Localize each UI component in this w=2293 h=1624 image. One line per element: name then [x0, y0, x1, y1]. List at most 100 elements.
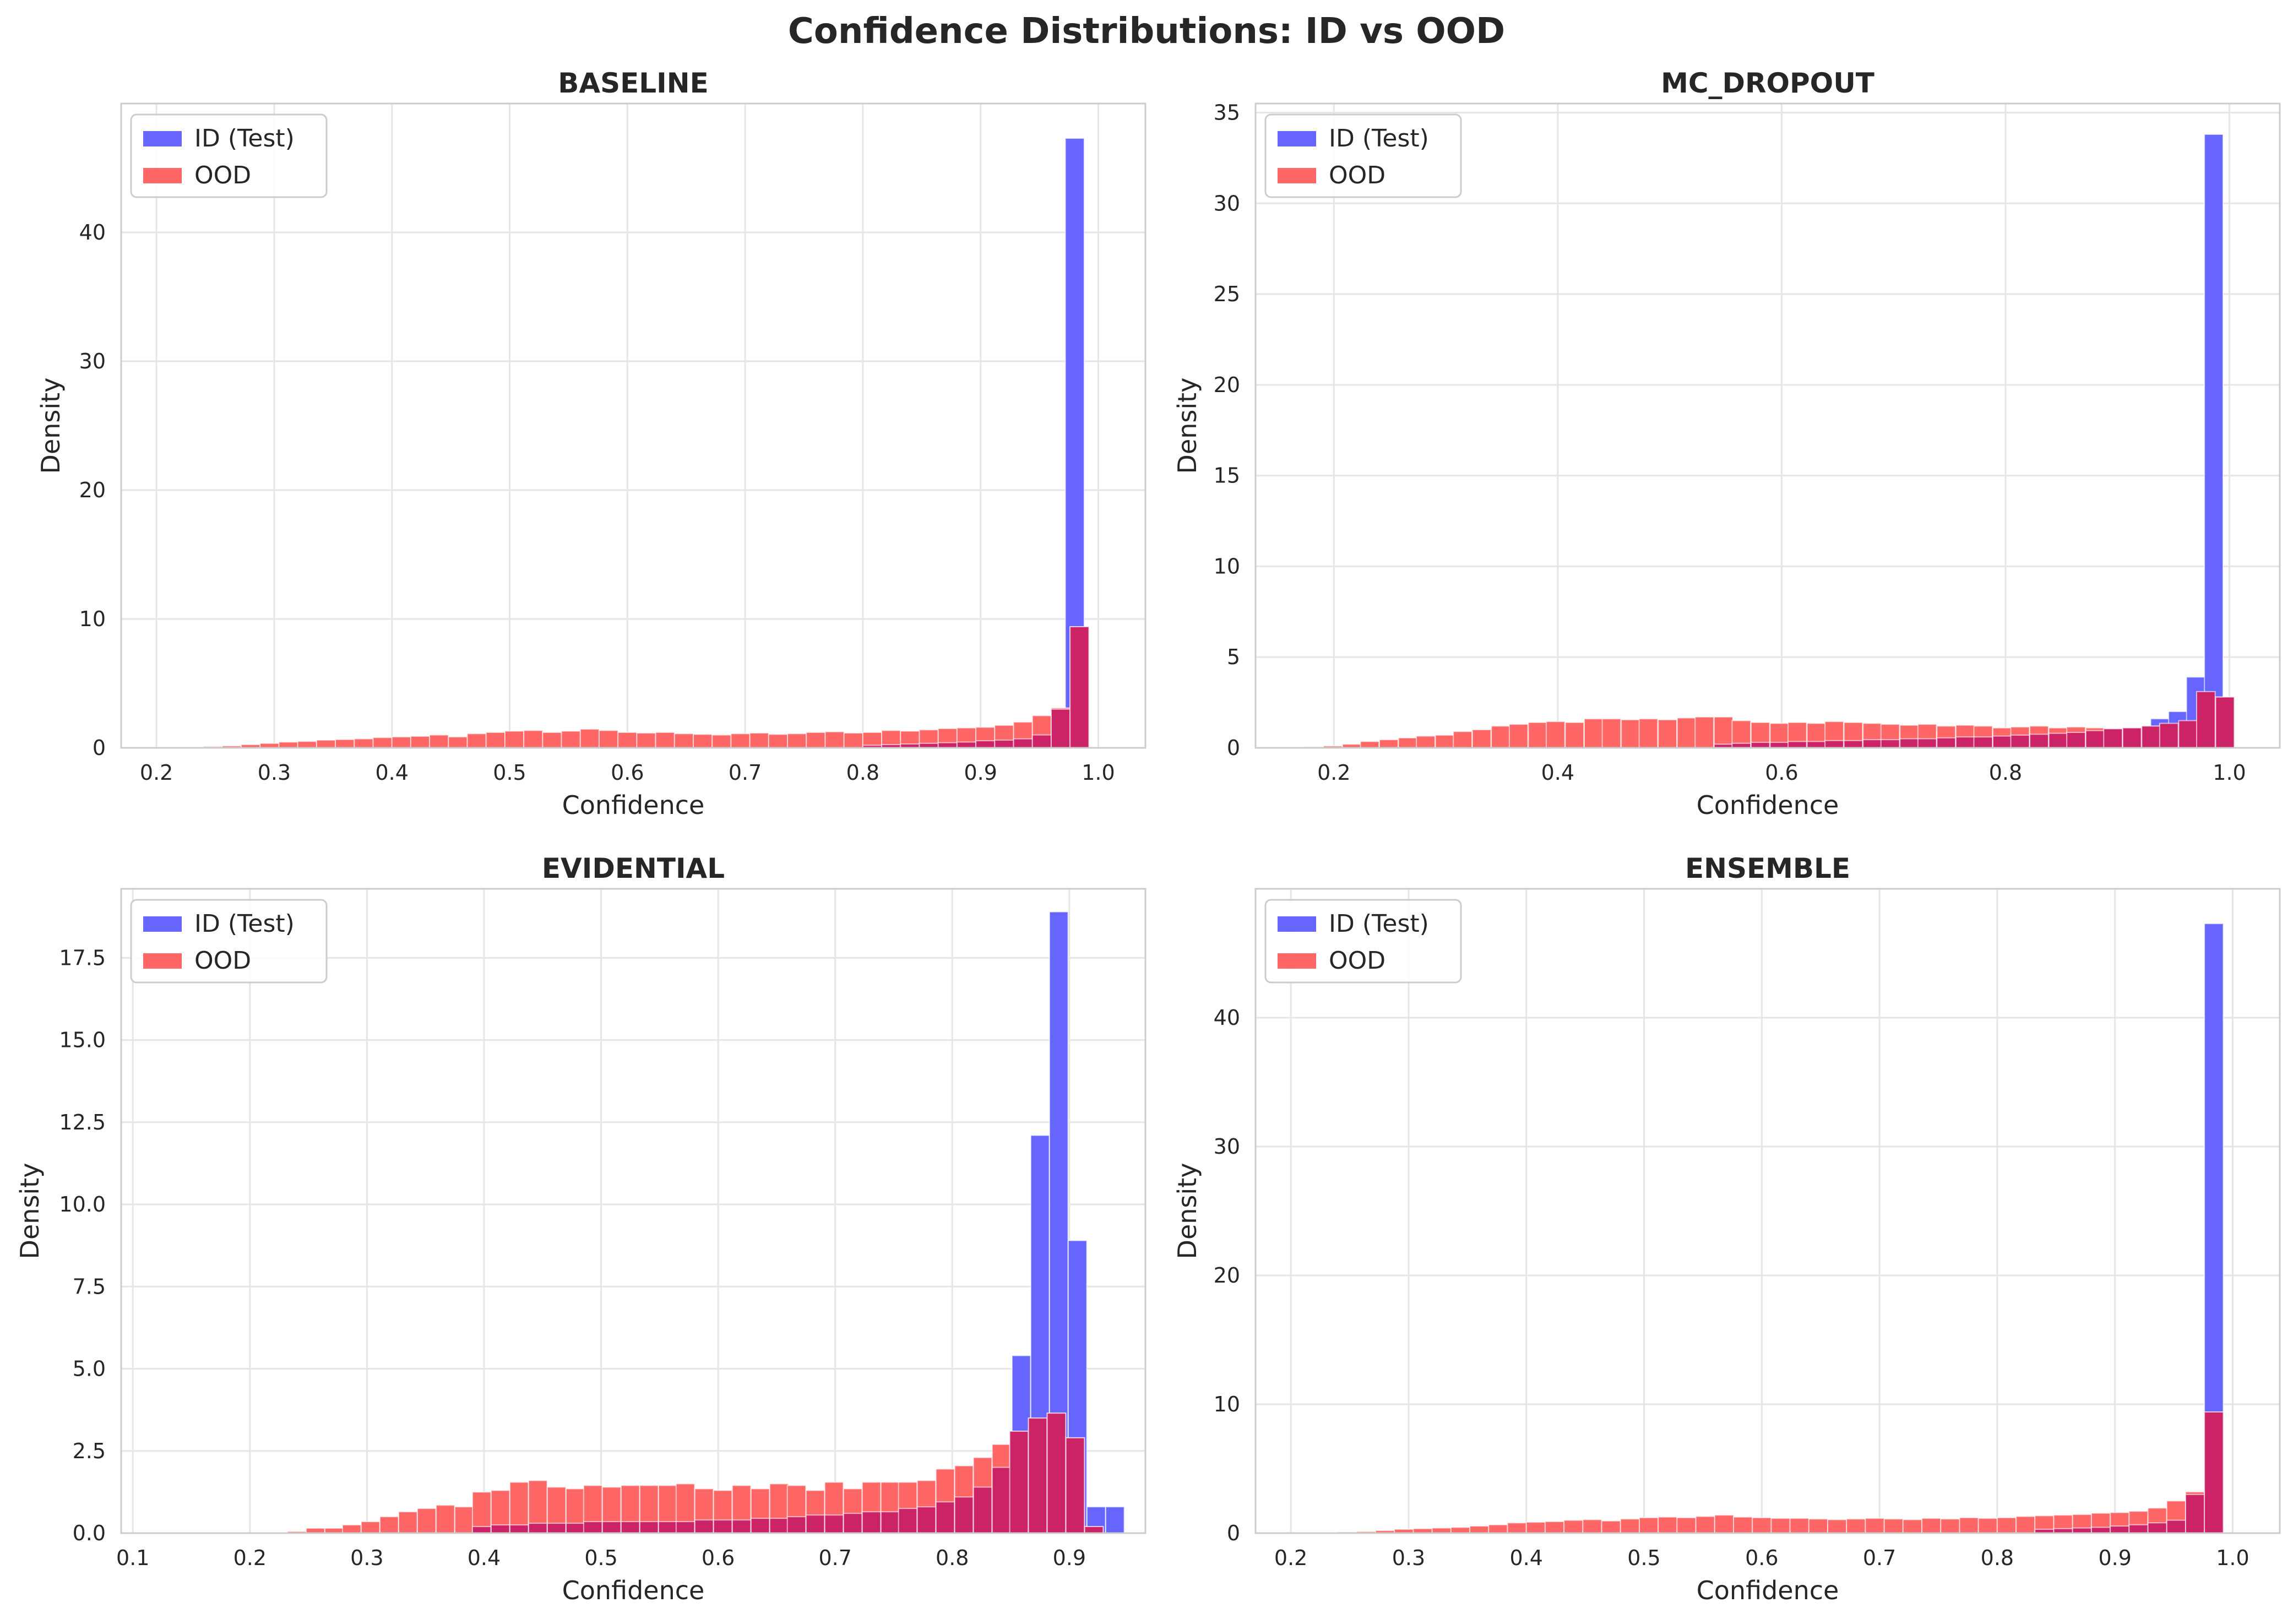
- y-tick-label: 5: [1227, 645, 1240, 669]
- overlap-bar: [528, 1523, 548, 1534]
- y-tick-label: 20: [1214, 1263, 1240, 1288]
- ood-bar: [1827, 1519, 1848, 1534]
- ood-bar: [354, 738, 374, 748]
- x-tick-label: 0.5: [584, 1546, 617, 1570]
- legend-swatch-id: [1278, 916, 1316, 932]
- y-tick-label: 30: [1214, 191, 1240, 215]
- y-tick-label: 40: [79, 220, 106, 245]
- ood-bar: [693, 734, 713, 749]
- ood-bar: [1789, 1518, 1810, 1534]
- overlap-bar: [2066, 731, 2086, 749]
- axes-frame: [1254, 102, 2281, 749]
- panel-mc-dropout: 0.2 0.4 0.6 0.8 1.0 0 5 10 15 20 25 30 35 MC_DROPOUT C…: [1172, 67, 2281, 820]
- ood-bar: [561, 730, 581, 748]
- y-axis-label: Density: [15, 1163, 45, 1259]
- y-tick-label: 10.0: [59, 1192, 106, 1216]
- ood-bar: [1752, 1517, 1772, 1534]
- ood-bar: [485, 731, 506, 749]
- x-tick-label: 0.7: [1863, 1546, 1896, 1570]
- ood-bar: [1808, 1518, 1829, 1534]
- overlap-bar: [1050, 708, 1071, 749]
- ood-bar: [1695, 1516, 1715, 1534]
- ood-bar: [379, 1516, 399, 1534]
- ood-bar: [372, 737, 393, 749]
- ood-bar: [278, 741, 298, 748]
- overlap-bar: [994, 739, 1014, 748]
- ood-bar: [1902, 1519, 1923, 1534]
- legend-label-id: ID (Test): [1329, 124, 1429, 153]
- overlap-bar: [1880, 739, 1900, 749]
- ood-bar: [1435, 734, 1455, 748]
- ood-bar: [504, 730, 525, 748]
- x-tick-label: 0.1: [116, 1546, 149, 1570]
- overlap-bar: [1046, 1413, 1067, 1534]
- panel-title: ENSEMBLE: [1685, 852, 1850, 884]
- x-tick-label: 0.3: [1392, 1546, 1425, 1570]
- ood-bar: [1770, 1518, 1791, 1534]
- overlap-bar: [2122, 727, 2142, 748]
- overlap-bar: [750, 1518, 770, 1534]
- overlap-bar: [1031, 734, 1052, 748]
- ood-bar: [360, 1521, 381, 1534]
- x-tick-label: 0.2: [1274, 1546, 1307, 1570]
- x-tick-label: 0.5: [493, 761, 526, 785]
- overlap-bar: [2159, 723, 2179, 749]
- legend-swatch-ood: [143, 953, 182, 969]
- x-tick-label: 0.9: [2098, 1546, 2131, 1570]
- legend-label-ood: OOD: [1329, 947, 1385, 975]
- overlap-bar: [546, 1523, 567, 1534]
- legend-swatch-ood: [1278, 168, 1316, 183]
- ood-bar: [335, 738, 355, 749]
- ood-bar: [1621, 719, 1640, 749]
- overlap-bar: [1973, 736, 1993, 748]
- x-tick-label: 0.6: [702, 1546, 735, 1570]
- overlap-bar: [1936, 737, 1957, 749]
- overlap-bar: [2048, 732, 2068, 748]
- ood-bar: [824, 731, 845, 748]
- overlap-bar: [490, 1524, 510, 1534]
- panel-ensemble: 0.2 0.3 0.4 0.5 0.6 0.7 0.8 0.9 1.0 0 10 20 30 40 ENSE…: [1172, 852, 2281, 1605]
- ood-bar: [1676, 717, 1697, 749]
- ood-bar: [1601, 718, 1622, 748]
- ood-bar: [1733, 1516, 1753, 1534]
- ood-bar: [1564, 721, 1585, 748]
- ood-bar: [410, 735, 431, 748]
- overlap-bar: [805, 1514, 825, 1534]
- overlap-bar: [2215, 696, 2235, 748]
- ood-bar: [391, 736, 411, 748]
- overlap-bar: [2085, 730, 2105, 749]
- legend-label-id: ID (Test): [1329, 910, 1429, 938]
- ood-bar: [1584, 718, 1604, 748]
- x-tick-label: 0.6: [1765, 761, 1798, 785]
- overlap-bar: [583, 1521, 603, 1534]
- overlap-bar: [509, 1524, 529, 1534]
- y-tick-label: 7.5: [73, 1274, 106, 1299]
- overlap-bar: [1899, 738, 1920, 748]
- overlap-bar: [713, 1519, 733, 1534]
- overlap-bar: [1028, 1417, 1048, 1534]
- legend-swatch-ood: [143, 168, 182, 183]
- overlap-bar: [935, 1501, 955, 1534]
- overlap-bar: [2103, 728, 2123, 749]
- ood-bar: [1360, 741, 1380, 749]
- overlap-bar: [956, 741, 977, 748]
- panel-baseline: 0.2 0.3 0.4 0.5 0.6 0.7 0.8 0.9 1.0 0 10 20 30 40 BASE…: [36, 67, 1146, 820]
- ood-bar: [636, 732, 656, 748]
- overlap-bar: [861, 1511, 882, 1534]
- ood-bar: [1507, 1522, 1527, 1534]
- y-tick-label: 0: [93, 736, 106, 760]
- overlap-bar: [1992, 735, 2012, 749]
- y-tick-label: 35: [1214, 100, 1240, 124]
- ood-bar: [1488, 1524, 1508, 1534]
- ood-bar: [1638, 1517, 1659, 1534]
- x-tick-label: 0.7: [729, 761, 762, 785]
- x-tick-label: 0.9: [1053, 1546, 1086, 1570]
- panel-evidential: 0.1 0.2 0.3 0.4 0.5 0.6 0.7 0.8 0.9 0.0 2.5 5.0 7.5 1…: [15, 852, 1146, 1605]
- y-tick-label: 15.0: [59, 1028, 106, 1052]
- overlap-bar: [658, 1521, 678, 1534]
- overlap-bar: [898, 1508, 918, 1534]
- ood-bar: [655, 731, 675, 749]
- overlap-bar: [2141, 725, 2161, 748]
